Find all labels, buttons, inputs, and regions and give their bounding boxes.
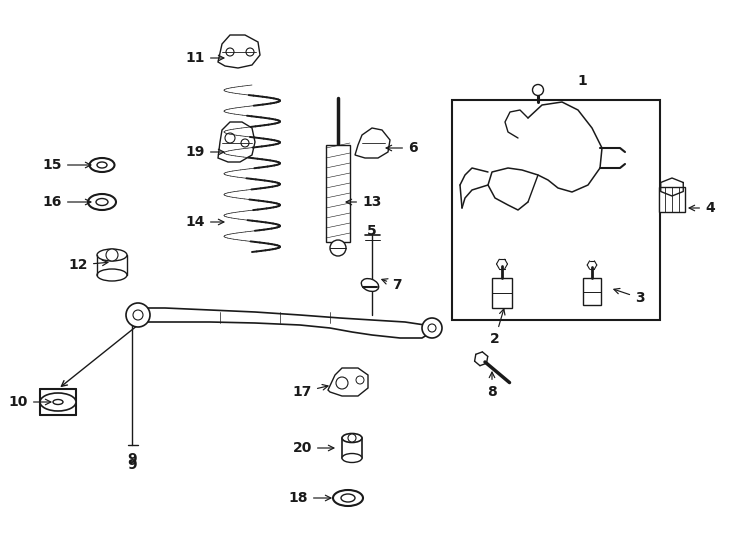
Polygon shape xyxy=(355,128,390,158)
Text: 2: 2 xyxy=(490,309,505,346)
Polygon shape xyxy=(328,368,368,396)
Circle shape xyxy=(126,303,150,327)
Text: 19: 19 xyxy=(186,145,224,159)
Text: 12: 12 xyxy=(68,258,108,272)
Ellipse shape xyxy=(97,249,127,261)
Ellipse shape xyxy=(361,279,379,292)
Ellipse shape xyxy=(97,269,127,281)
Ellipse shape xyxy=(341,494,355,502)
Text: 1: 1 xyxy=(577,74,587,88)
Text: 10: 10 xyxy=(9,395,51,409)
Text: 14: 14 xyxy=(186,215,224,229)
Ellipse shape xyxy=(97,162,107,168)
Circle shape xyxy=(422,318,442,338)
Ellipse shape xyxy=(88,194,116,210)
Text: 13: 13 xyxy=(346,195,382,209)
Text: 4: 4 xyxy=(689,201,715,215)
Bar xyxy=(583,278,601,305)
Text: 11: 11 xyxy=(186,51,224,65)
Circle shape xyxy=(348,434,356,442)
Circle shape xyxy=(246,48,254,56)
Ellipse shape xyxy=(342,434,362,442)
Polygon shape xyxy=(218,35,260,68)
Ellipse shape xyxy=(333,490,363,506)
Text: 9: 9 xyxy=(127,452,137,466)
Text: 9: 9 xyxy=(127,458,137,472)
Circle shape xyxy=(226,48,234,56)
Circle shape xyxy=(106,249,118,261)
Circle shape xyxy=(241,139,249,147)
Text: 17: 17 xyxy=(293,384,328,399)
Circle shape xyxy=(428,324,436,332)
Circle shape xyxy=(532,84,543,96)
Bar xyxy=(326,145,350,242)
Ellipse shape xyxy=(96,199,108,206)
Bar xyxy=(452,100,660,320)
Text: 3: 3 xyxy=(614,288,644,305)
Text: 18: 18 xyxy=(288,491,331,505)
Ellipse shape xyxy=(53,400,63,404)
Text: 7: 7 xyxy=(382,278,401,292)
Text: 15: 15 xyxy=(43,158,91,172)
Circle shape xyxy=(133,310,143,320)
Circle shape xyxy=(336,377,348,389)
Bar xyxy=(659,187,685,212)
Text: 16: 16 xyxy=(43,195,91,209)
Circle shape xyxy=(330,240,346,256)
Text: 20: 20 xyxy=(293,441,334,455)
Bar xyxy=(492,278,512,308)
Polygon shape xyxy=(218,122,255,162)
Circle shape xyxy=(356,376,364,384)
Text: 6: 6 xyxy=(386,141,418,155)
Text: 5: 5 xyxy=(367,224,377,238)
Circle shape xyxy=(225,133,235,143)
Text: 8: 8 xyxy=(487,372,497,399)
Ellipse shape xyxy=(90,158,115,172)
Ellipse shape xyxy=(342,454,362,462)
Ellipse shape xyxy=(40,393,76,411)
